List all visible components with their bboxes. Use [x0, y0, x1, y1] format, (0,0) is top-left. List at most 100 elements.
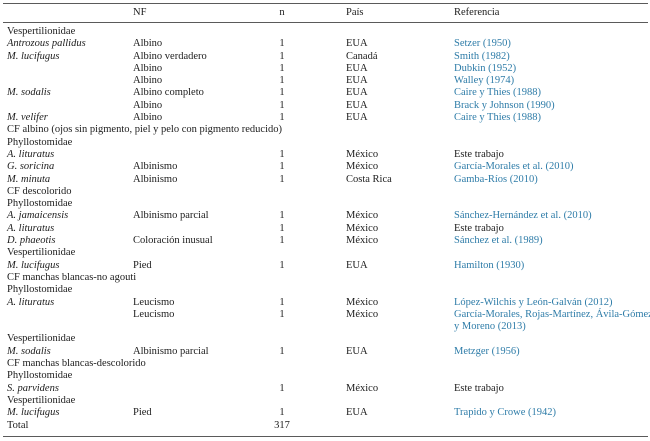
- reference-cell: Metzger (1956): [454, 346, 648, 358]
- reference-link[interactable]: Dubkin (1952): [454, 62, 517, 74]
- pais-cell: EUA: [346, 62, 368, 74]
- table-row: A. lituratus Leucismo 1 México López-Wilchis…: [3, 297, 648, 309]
- reference-cell: García-Morales, Rojas-Martínez, Ávila-Gó…: [454, 308, 650, 334]
- header-pais: País: [326, 3, 454, 23]
- pais-cell: EUA: [346, 38, 368, 50]
- n-cell: 1: [279, 407, 285, 419]
- section-label: CF albino (ojos sin pigmento, piel y pel…: [7, 124, 283, 136]
- table-row: G. soricina Albinismo 1 México García-Morale…: [3, 161, 648, 173]
- reference-cell: Dubkin (1952): [454, 63, 648, 75]
- nf-cell: Leucismo: [133, 308, 175, 320]
- n-cell: 1: [279, 112, 285, 124]
- pais-cell: México: [346, 382, 379, 394]
- species-cell: M. sodalis: [7, 87, 51, 99]
- pais-cell: [326, 420, 454, 437]
- reference-cell: Hamilton (1930): [454, 260, 648, 272]
- pais-cell: EUA: [346, 75, 368, 87]
- n-cell: 1: [279, 222, 285, 234]
- reference-cell: Trapido y Crowe (1942): [454, 407, 648, 419]
- reference-link[interactable]: Metzger (1956): [454, 345, 520, 357]
- table-row: Leucismo 1 México García-Morales, Rojas-Mar…: [3, 308, 650, 334]
- species-cell: M. velifer: [7, 112, 48, 124]
- n-cell: 1: [279, 148, 285, 160]
- reference-link[interactable]: y Moreno (2013): [454, 321, 526, 333]
- section-label: CF descolorido: [7, 185, 72, 197]
- reference-link[interactable]: Sánchez-Hernández et al. (2010): [454, 210, 592, 222]
- n-cell: 1: [279, 87, 285, 99]
- reference-text: Este trabajo: [454, 222, 504, 234]
- n-cell: 1: [279, 345, 285, 357]
- reference-link[interactable]: Hamilton (1930): [454, 259, 525, 271]
- species-cell: A. jamaicensis: [7, 210, 69, 222]
- reference-link[interactable]: Setzer (1950): [454, 38, 511, 50]
- section-label: Vespertilionidae: [7, 247, 76, 259]
- nf-cell: Leucismo: [133, 296, 175, 308]
- n-cell: 1: [279, 161, 285, 173]
- section-label: Phyllostomidae: [7, 136, 73, 148]
- species-cell: Antrozous pallidus: [7, 38, 86, 50]
- table-row: S. parvidens 1 México Este trabajo: [3, 383, 648, 395]
- section-label: Vespertilionidae: [7, 394, 76, 406]
- section-label: CF manchas blancas-no agouti: [7, 271, 137, 283]
- reference-cell: Caire y Thies (1988): [454, 87, 648, 99]
- section-label: Vespertilionidae: [7, 26, 76, 37]
- section-row: Phyllostomidae: [3, 137, 648, 149]
- table-row: M. lucifugus Pied 1 EUA Hamilton (1930): [3, 260, 648, 272]
- nf-cell: Albinismo parcial: [133, 345, 209, 357]
- section-row: CF albino (ojos sin pigmento, piel y pel…: [3, 124, 648, 136]
- nf-cell: [133, 383, 238, 395]
- reference-link[interactable]: Brack y Johnson (1990): [454, 99, 555, 111]
- reference-link[interactable]: Caire y Thies (1988): [454, 112, 541, 124]
- total-row: Total 317: [3, 420, 648, 437]
- n-cell: 1: [279, 259, 285, 271]
- header-referencia: Referencia: [454, 3, 648, 23]
- pais-cell: México: [346, 210, 379, 222]
- reference-cell: García-Morales et al. (2010): [454, 161, 648, 173]
- reference-link[interactable]: López-Wilchis y León-Galván (2012): [454, 296, 613, 308]
- reference-text: Este trabajo: [454, 148, 504, 160]
- table-row: M. minuta Albinismo 1 Costa Rica Gamba-Ríos …: [3, 174, 648, 186]
- table-header: NF n País Referencia: [3, 3, 648, 23]
- reference-cell: Smith (1982): [454, 51, 648, 63]
- reference-link[interactable]: Sánchez et al. (1989): [454, 235, 543, 247]
- table-row: M. velifer Albino 1 EUA Caire y Thies (1988): [3, 112, 648, 124]
- reference-cell: Gamba-Ríos (2010): [454, 174, 648, 186]
- nf-cell: Albino: [133, 38, 163, 50]
- reference-link[interactable]: Trapido y Crowe (1942): [454, 407, 556, 419]
- section-label: Phyllostomidae: [7, 370, 73, 382]
- section-label: Phyllostomidae: [7, 284, 73, 296]
- header-species: [3, 3, 133, 23]
- table-row: Albino 1 EUA Dubkin (1952): [3, 63, 648, 75]
- pais-cell: EUA: [346, 407, 368, 419]
- reference-link[interactable]: García-Morales, Rojas-Martínez, Ávila-Gó…: [454, 308, 650, 320]
- nf-cell: Coloración inusual: [133, 235, 213, 247]
- species-cell: M. lucifugus: [7, 50, 60, 62]
- nf-cell: Albino completo: [133, 87, 204, 99]
- reference-cell: Caire y Thies (1988): [454, 112, 648, 124]
- section-row: CF manchas blancas-descolorido: [3, 358, 648, 370]
- reference-link[interactable]: Smith (1982): [454, 50, 510, 62]
- species-cell: [3, 75, 133, 87]
- table-row: Albino 1 EUA Walley (1974): [3, 75, 648, 87]
- n-cell: 1: [279, 382, 285, 394]
- species-cell: S. parvidens: [7, 382, 59, 394]
- table-row: M. lucifugus Pied 1 EUA Trapido y Crowe (194…: [3, 407, 648, 419]
- reference-link[interactable]: García-Morales et al. (2010): [454, 161, 574, 173]
- pais-cell: México: [346, 235, 379, 247]
- species-cell: G. soricina: [7, 161, 55, 173]
- reference-link[interactable]: Gamba-Ríos (2010): [454, 173, 538, 185]
- nf-cell: Albino: [133, 112, 163, 124]
- species-cell: [3, 309, 133, 334]
- table-row: A. lituratus 1 México Este trabajo: [3, 149, 648, 161]
- n-cell: 1: [279, 308, 285, 320]
- nf-cell: Albino verdadero: [133, 50, 207, 62]
- reference-cell: Brack y Johnson (1990): [454, 100, 648, 112]
- section-row: Vespertilionidae: [3, 247, 648, 259]
- reference-link[interactable]: Walley (1974): [454, 75, 515, 87]
- table-row: D. phaeotis Coloración inusual 1 México Sánc…: [3, 235, 648, 247]
- nf-cell: Albino: [133, 99, 163, 111]
- header-n: n: [238, 3, 326, 23]
- reference-link[interactable]: Caire y Thies (1988): [454, 87, 541, 99]
- section-row: CF manchas blancas-no agouti: [3, 272, 648, 284]
- nf-cell: [133, 149, 238, 161]
